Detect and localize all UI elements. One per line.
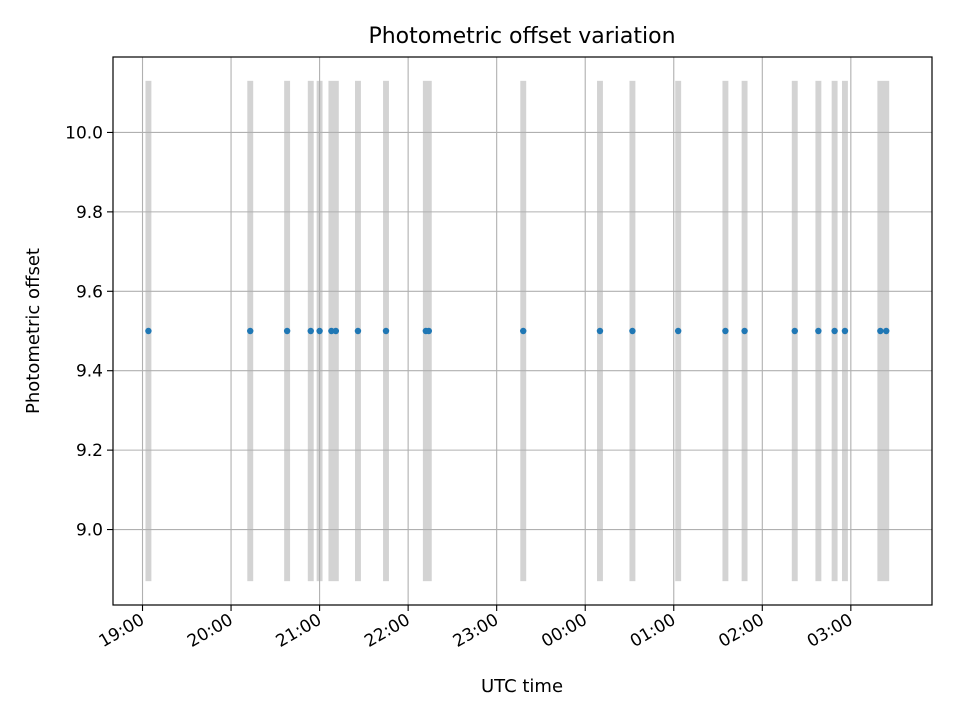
plot-area-frame	[112, 56, 933, 606]
data-point	[520, 327, 527, 335]
y-tick-label: 9.0	[76, 521, 103, 541]
data-point	[791, 327, 798, 335]
data-point	[354, 327, 362, 335]
points-layer	[145, 327, 890, 335]
y-tick-label: 10.0	[65, 123, 103, 143]
y-tick-label: 9.4	[76, 362, 103, 382]
x-axis-label: UTC time	[481, 676, 563, 697]
data-point	[596, 327, 604, 335]
data-point	[883, 327, 890, 335]
data-point	[722, 327, 729, 335]
data-point	[877, 327, 884, 335]
data-point	[674, 327, 682, 335]
data-point	[382, 327, 390, 335]
data-point	[629, 327, 636, 335]
data-point	[283, 327, 291, 335]
data-point	[841, 327, 849, 335]
data-point	[425, 327, 432, 335]
data-point	[332, 327, 340, 335]
data-point	[815, 327, 822, 335]
data-point	[741, 327, 748, 335]
y-tick-label: 9.8	[76, 203, 103, 223]
data-point	[145, 327, 152, 335]
data-point	[316, 327, 323, 335]
chart-title: Photometric offset variation	[368, 24, 675, 49]
data-point	[247, 327, 254, 335]
y-axis-label: Photometric offset	[23, 248, 44, 414]
y-tick-label: 9.6	[76, 282, 103, 302]
data-point	[831, 327, 838, 335]
y-tick-label: 9.2	[76, 441, 103, 461]
grid-layer	[113, 57, 932, 605]
data-point	[307, 327, 314, 335]
data-point	[328, 327, 335, 335]
